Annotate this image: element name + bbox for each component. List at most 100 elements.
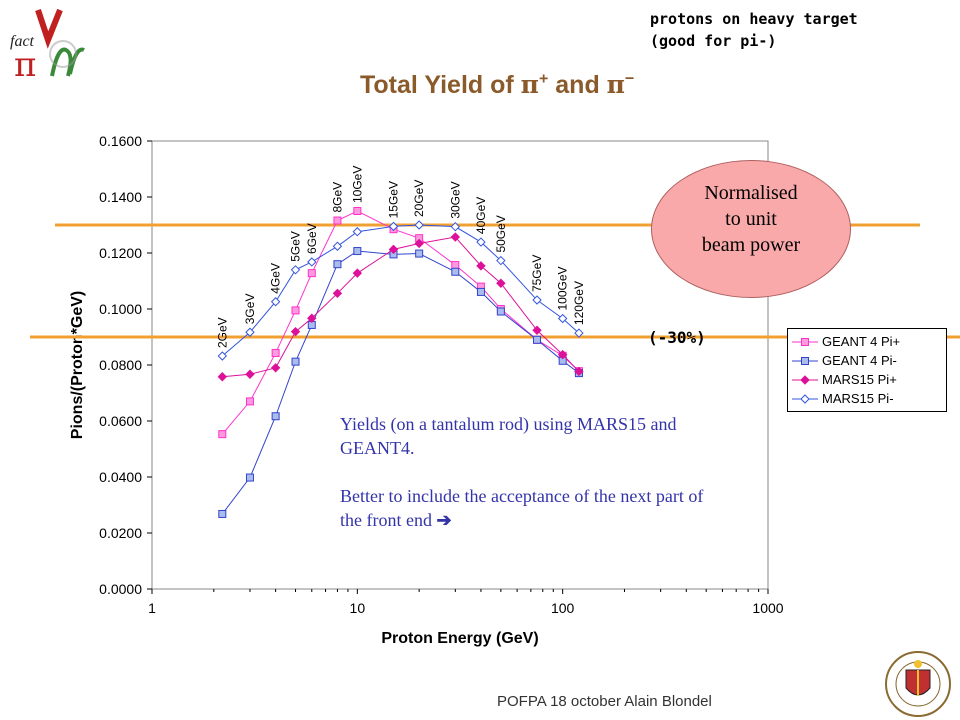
data-point-2-8 bbox=[414, 238, 424, 249]
data-point-0-6 bbox=[353, 207, 362, 215]
data-point-1-9 bbox=[451, 267, 460, 276]
data-point-3-14 bbox=[574, 328, 584, 338]
chart-legend: GEANT 4 Pi+ GEANT 4 Pi- MARS15 Pi+ MARS15 P… bbox=[787, 328, 947, 412]
legend-swatch bbox=[792, 393, 818, 404]
legend-label: GEANT 4 Pi- bbox=[822, 353, 897, 368]
energy-label: 100GeV bbox=[556, 266, 570, 310]
energy-label: 30GeV bbox=[448, 181, 462, 218]
data-point-1-11 bbox=[496, 307, 505, 316]
university-seal-icon bbox=[885, 651, 951, 717]
x-tick-label: 10 bbox=[350, 600, 366, 616]
y-tick-label: 0.0200 bbox=[99, 525, 142, 541]
data-point-1-10 bbox=[476, 287, 485, 296]
annotation-paragraph-2-text: Better to include the acceptance of the … bbox=[340, 486, 704, 530]
data-point-2-0 bbox=[217, 372, 228, 382]
energy-label: 40GeV bbox=[474, 197, 488, 234]
data-point-2-4 bbox=[307, 313, 317, 323]
energy-label: 75GeV bbox=[530, 255, 544, 292]
data-point-3-7 bbox=[388, 221, 399, 232]
data-point-3-2 bbox=[270, 297, 281, 307]
y-tick-label: 0.1000 bbox=[99, 301, 142, 317]
data-point-0-5 bbox=[333, 216, 342, 225]
title-and: and bbox=[548, 71, 607, 99]
data-point-3-6 bbox=[352, 227, 363, 237]
data-point-3-3 bbox=[290, 265, 301, 275]
legend-entry: MARS15 Pi- bbox=[792, 389, 942, 408]
legend-swatch bbox=[792, 374, 818, 385]
legend-entry: GEANT 4 Pi- bbox=[792, 351, 942, 370]
callout-line-2: to unit bbox=[725, 208, 777, 230]
x-tick-label: 1000 bbox=[752, 600, 783, 616]
data-point-0-4 bbox=[307, 269, 316, 278]
data-point-0-3 bbox=[291, 306, 300, 315]
legend-label: MARS15 Pi- bbox=[822, 391, 894, 406]
callout-line-3: beam power bbox=[701, 234, 801, 256]
svg-text:π: π bbox=[14, 45, 36, 80]
title-prefix: Total Yield of bbox=[360, 71, 521, 99]
data-point-1-5 bbox=[333, 260, 342, 269]
data-point-3-12 bbox=[532, 295, 542, 305]
data-point-1-12 bbox=[533, 335, 542, 344]
normalised-callout bbox=[651, 160, 851, 298]
energy-label: 15GeV bbox=[386, 181, 400, 218]
y-tick-label: 0.0000 bbox=[99, 581, 142, 597]
data-point-1-3 bbox=[291, 357, 300, 366]
annotation-paragraph-1: Yields (on a tantalum rod) using MARS15 … bbox=[340, 414, 677, 458]
energy-label: 3GeV bbox=[243, 294, 257, 325]
annotation-paragraph-2: Better to include the acceptance of the … bbox=[340, 484, 720, 532]
page-title: Total Yield of π+ and π− bbox=[360, 70, 634, 100]
arrow-right-icon: ➔ bbox=[436, 510, 452, 530]
data-point-2-13 bbox=[557, 349, 568, 360]
data-point-1-6 bbox=[353, 247, 362, 256]
data-point-3-5 bbox=[332, 241, 343, 251]
energy-label: 8GeV bbox=[330, 182, 344, 213]
data-point-3-0 bbox=[217, 351, 228, 361]
corner-note: protons on heavy target (good for pi-) bbox=[650, 10, 858, 50]
energy-label: 6GeV bbox=[305, 223, 319, 254]
data-point-0-0 bbox=[218, 430, 227, 439]
y-axis-label: Pions/(Proton*GeV) bbox=[69, 291, 86, 439]
data-point-3-8 bbox=[414, 220, 424, 230]
legend-swatch bbox=[792, 337, 818, 346]
y-tick-label: 0.1600 bbox=[99, 133, 142, 149]
x-tick-label: 1 bbox=[148, 600, 156, 616]
legend-swatch bbox=[792, 356, 818, 365]
data-point-2-12 bbox=[532, 325, 542, 335]
data-point-3-10 bbox=[476, 237, 486, 247]
data-point-2-9 bbox=[450, 232, 461, 242]
data-point-2-5 bbox=[332, 288, 343, 299]
energy-label: 50GeV bbox=[494, 215, 508, 252]
data-point-2-3 bbox=[290, 326, 301, 337]
data-point-2-11 bbox=[496, 278, 506, 288]
energy-label: 4GeV bbox=[269, 263, 283, 294]
x-tick-label: 100 bbox=[551, 600, 575, 616]
data-point-2-2 bbox=[270, 363, 281, 373]
title-pi-plus: π bbox=[520, 70, 539, 99]
legend-entry: GEANT 4 Pi+ bbox=[792, 332, 942, 351]
title-sup-plus: + bbox=[538, 70, 549, 88]
y-tick-label: 0.0400 bbox=[99, 469, 142, 485]
annotation-text: Yields (on a tantalum rod) using MARS15 … bbox=[340, 412, 720, 556]
callout-line-1: Normalised bbox=[704, 182, 798, 204]
data-point-2-7 bbox=[388, 244, 399, 255]
energy-label: 2GeV bbox=[215, 317, 229, 348]
legend-label: MARS15 Pi+ bbox=[822, 372, 897, 387]
data-point-0-1 bbox=[245, 397, 254, 406]
y-tick-label: 0.0800 bbox=[99, 357, 142, 373]
energy-label: 120GeV bbox=[572, 281, 586, 325]
percent-label: (-30%) bbox=[648, 328, 706, 347]
energy-label: 20GeV bbox=[412, 180, 426, 217]
data-point-2-6 bbox=[352, 268, 363, 278]
y-tick-label: 0.1400 bbox=[99, 189, 142, 205]
title-pi-minus: π bbox=[606, 70, 625, 99]
data-point-1-2 bbox=[271, 412, 280, 421]
y-tick-label: 0.1200 bbox=[99, 245, 142, 261]
data-point-2-10 bbox=[476, 261, 486, 271]
data-point-3-9 bbox=[450, 221, 461, 232]
title-sup-minus: − bbox=[624, 70, 635, 88]
data-point-3-4 bbox=[307, 257, 317, 267]
normalised-callout-text: Normalised to unit beam power bbox=[651, 180, 851, 258]
y-tick-label: 0.0600 bbox=[99, 413, 142, 429]
footer-text: POFPA 18 october Alain Blondel bbox=[497, 693, 712, 710]
